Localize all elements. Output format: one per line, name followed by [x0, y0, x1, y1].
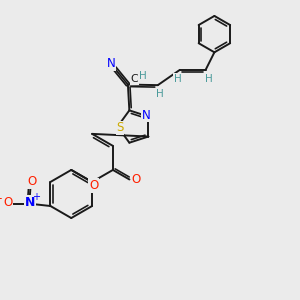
- Text: N: N: [142, 109, 150, 122]
- Text: O: O: [27, 176, 36, 188]
- Text: H: H: [139, 71, 146, 81]
- Text: O: O: [131, 173, 140, 186]
- Text: S: S: [116, 121, 124, 134]
- Text: -: -: [0, 193, 2, 206]
- Text: H: H: [205, 74, 213, 84]
- Text: O: O: [3, 196, 12, 209]
- Text: O: O: [89, 179, 98, 192]
- Text: C: C: [130, 74, 138, 84]
- Text: +: +: [32, 192, 40, 202]
- Text: N: N: [25, 196, 35, 209]
- Text: N: N: [106, 57, 116, 70]
- Text: H: H: [156, 89, 164, 99]
- Text: H: H: [174, 74, 181, 84]
